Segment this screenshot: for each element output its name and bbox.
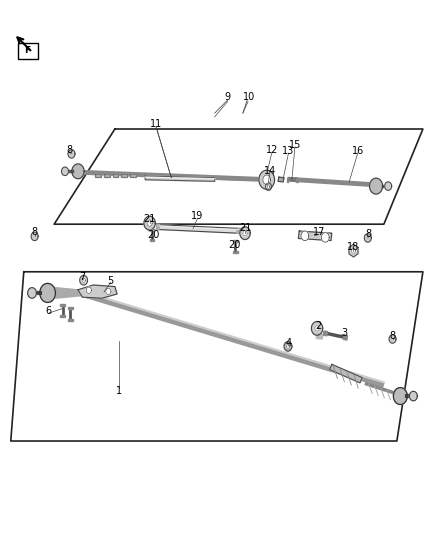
Polygon shape	[284, 342, 292, 351]
Text: 15: 15	[289, 140, 301, 150]
Polygon shape	[267, 185, 270, 188]
Polygon shape	[150, 230, 154, 231]
Polygon shape	[56, 288, 82, 298]
Polygon shape	[311, 321, 323, 335]
Polygon shape	[40, 284, 56, 302]
Text: 6: 6	[46, 306, 52, 317]
Polygon shape	[113, 174, 118, 177]
Polygon shape	[150, 239, 154, 241]
Polygon shape	[61, 167, 68, 175]
Polygon shape	[243, 231, 247, 236]
Text: 18: 18	[347, 242, 360, 252]
Polygon shape	[78, 285, 117, 298]
Text: 12: 12	[266, 145, 278, 155]
Text: 10: 10	[243, 92, 255, 102]
Polygon shape	[28, 288, 36, 298]
Polygon shape	[31, 232, 38, 240]
Text: F: F	[25, 46, 31, 55]
Polygon shape	[301, 231, 309, 240]
Polygon shape	[240, 227, 250, 239]
Polygon shape	[86, 287, 92, 294]
Polygon shape	[385, 182, 392, 190]
Text: 17: 17	[313, 227, 325, 237]
Polygon shape	[130, 174, 136, 177]
Text: 4: 4	[285, 338, 291, 348]
Text: 1: 1	[116, 386, 122, 396]
Polygon shape	[233, 251, 238, 253]
Polygon shape	[321, 233, 329, 242]
Polygon shape	[316, 334, 323, 339]
Polygon shape	[147, 220, 152, 227]
Text: 14: 14	[264, 166, 276, 176]
Polygon shape	[263, 175, 271, 184]
Polygon shape	[351, 248, 356, 253]
Polygon shape	[156, 224, 159, 230]
Polygon shape	[145, 176, 215, 181]
Polygon shape	[330, 365, 362, 383]
Text: 2: 2	[316, 321, 322, 331]
Text: 20: 20	[148, 230, 160, 240]
Polygon shape	[233, 240, 238, 242]
Polygon shape	[324, 331, 328, 336]
Text: 13: 13	[282, 146, 294, 156]
Polygon shape	[95, 174, 101, 177]
Polygon shape	[82, 278, 85, 282]
Text: 8: 8	[366, 229, 372, 239]
Polygon shape	[80, 276, 88, 285]
Polygon shape	[364, 233, 371, 242]
Text: 16: 16	[352, 146, 364, 156]
Polygon shape	[104, 174, 110, 177]
Polygon shape	[298, 231, 332, 240]
Polygon shape	[410, 391, 417, 401]
Polygon shape	[72, 164, 84, 179]
Polygon shape	[315, 326, 319, 331]
Polygon shape	[389, 335, 396, 343]
Polygon shape	[287, 177, 288, 182]
Polygon shape	[60, 303, 65, 305]
Text: 7: 7	[79, 272, 85, 282]
Text: 8: 8	[389, 332, 396, 341]
Text: 11: 11	[150, 119, 162, 128]
Text: 3: 3	[342, 328, 348, 337]
Text: 9: 9	[225, 92, 231, 102]
Polygon shape	[106, 288, 111, 295]
FancyBboxPatch shape	[18, 43, 38, 59]
Polygon shape	[343, 335, 347, 340]
Polygon shape	[259, 170, 275, 189]
Polygon shape	[286, 344, 290, 349]
Text: 20: 20	[228, 240, 240, 251]
Text: 21: 21	[239, 223, 251, 233]
Polygon shape	[393, 387, 407, 405]
Text: 21: 21	[143, 214, 156, 224]
Polygon shape	[68, 150, 75, 158]
Polygon shape	[278, 177, 284, 182]
Polygon shape	[296, 177, 298, 182]
Polygon shape	[265, 183, 272, 190]
Polygon shape	[370, 178, 382, 194]
Polygon shape	[237, 228, 240, 233]
Text: 8: 8	[32, 227, 38, 237]
Polygon shape	[349, 244, 358, 257]
Polygon shape	[144, 216, 155, 230]
Polygon shape	[121, 174, 127, 177]
Text: 5: 5	[107, 276, 114, 286]
Text: 19: 19	[191, 211, 203, 221]
Text: 8: 8	[66, 145, 72, 155]
Polygon shape	[67, 306, 73, 309]
Polygon shape	[67, 319, 73, 321]
Polygon shape	[60, 315, 65, 317]
Polygon shape	[157, 225, 239, 233]
